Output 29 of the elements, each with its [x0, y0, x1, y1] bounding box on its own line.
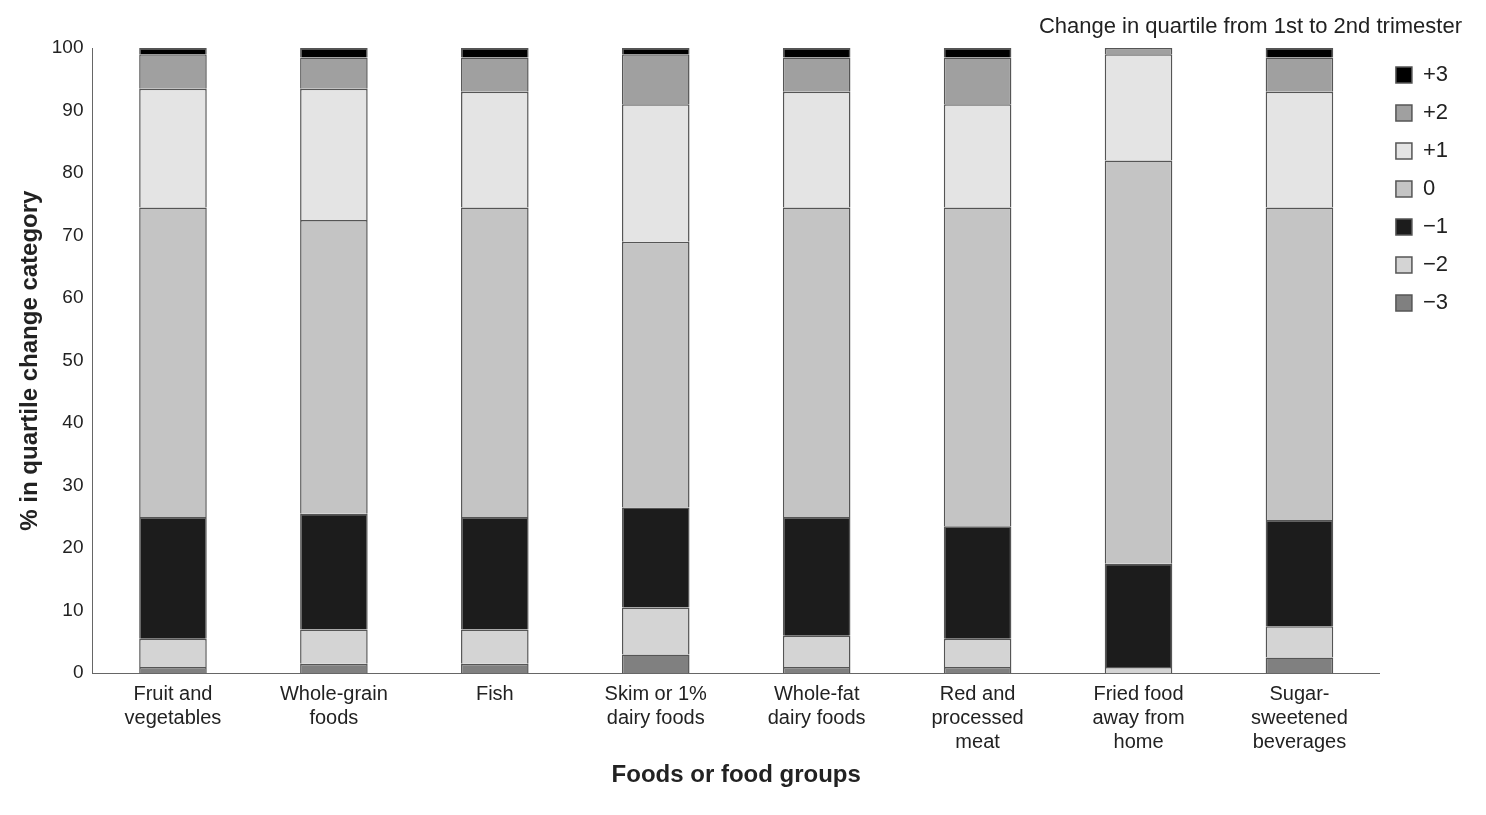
x-tick-label: Red and processed meat: [931, 681, 1024, 752]
y-tick-label: 90: [62, 98, 84, 120]
legend-label: 0: [1422, 175, 1436, 201]
legend-label: +2: [1422, 99, 1449, 125]
x-tick-label: Whole-grain foods: [279, 681, 388, 728]
y-tick-label: 100: [51, 36, 84, 58]
legend-label: +1: [1422, 137, 1449, 163]
legend-label: −3: [1422, 289, 1449, 315]
x-tick-label: Whole-fat dairy foods: [767, 681, 866, 728]
legend-label: −1: [1422, 213, 1449, 239]
x-tick-label: Fruit and vegetables: [124, 681, 222, 728]
x-tick-label: Fried food away from home: [1092, 681, 1185, 752]
y-tick-label: 80: [62, 161, 84, 183]
x-axis-title: Foods or food groups: [611, 760, 861, 788]
x-tick-label: Skim or 1% dairy foods: [604, 681, 708, 728]
y-tick-label: 60: [62, 286, 84, 308]
x-tick-label: Fish: [475, 681, 514, 704]
y-tick-label: 20: [62, 536, 84, 558]
legend-label: +3: [1422, 61, 1449, 87]
legend-label: −2: [1422, 251, 1449, 277]
y-axis-title: % in quartile change category: [15, 189, 43, 531]
y-tick-label: 70: [62, 223, 84, 245]
y-tick-label: 50: [62, 348, 84, 370]
legend-title: Change in quartile from 1st to 2nd trimester: [1038, 13, 1462, 39]
y-tick-label: 10: [62, 598, 84, 620]
y-tick-label: 0: [72, 661, 84, 683]
x-tick-label: Sugar-sweetened beverages: [1251, 681, 1348, 752]
y-tick-label: 40: [62, 411, 84, 433]
y-tick-label: 30: [62, 473, 84, 495]
